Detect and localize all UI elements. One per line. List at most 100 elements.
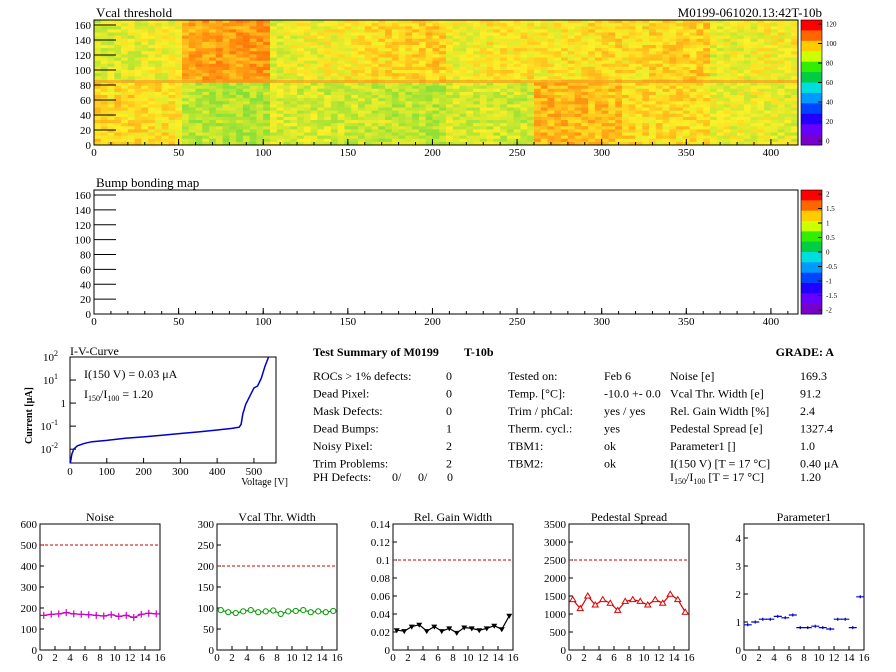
heatmap-cell	[703, 95, 711, 99]
heatmap-cell	[723, 57, 731, 62]
heatmap-cell	[249, 73, 257, 77]
heatmap-cell	[615, 98, 623, 102]
heatmap-cell	[770, 135, 779, 140]
heatmap-cell	[649, 104, 657, 108]
heatmap-cell	[114, 138, 122, 143]
heatmap-cell	[554, 123, 562, 127]
heatmap-cell	[689, 88, 697, 93]
heatmap-cell	[540, 57, 548, 62]
heatmap-cell	[249, 51, 257, 55]
heatmap-cell	[276, 82, 284, 87]
heatmap-cell	[188, 135, 196, 140]
y-tick-label: 0	[385, 645, 391, 657]
heatmap-cell	[276, 129, 284, 133]
heatmap-cell	[100, 70, 108, 74]
x-tick-label: 250	[509, 147, 526, 159]
heatmap-cell	[317, 51, 325, 55]
heatmap-cell	[554, 91, 562, 96]
heatmap-cell	[466, 76, 474, 80]
heatmap-cell	[175, 85, 183, 90]
heatmap-cell	[344, 45, 352, 49]
heatmap-cell	[154, 45, 163, 49]
heatmap-cell	[649, 85, 657, 90]
x-tick-label: 0	[741, 652, 747, 664]
heatmap-cell	[500, 98, 508, 102]
colorbar-band	[801, 113, 822, 117]
data-point	[152, 610, 160, 618]
heatmap-cell	[283, 120, 291, 124]
heatmap-cell	[513, 110, 521, 115]
heatmap-cell	[574, 113, 582, 118]
colorbar-band	[801, 25, 822, 29]
heatmap-cell	[703, 85, 711, 90]
heatmap-cell	[215, 120, 224, 124]
heatmap-cell	[182, 123, 190, 127]
heatmap-cell	[615, 51, 623, 55]
heatmap-cell	[161, 88, 169, 93]
heatmap-cell	[601, 104, 609, 108]
heatmap-cell	[236, 63, 244, 68]
heatmap-cell	[324, 101, 332, 105]
heatmap-cell	[486, 48, 494, 52]
heatmap-cell	[737, 41, 745, 46]
heatmap-cell	[371, 32, 379, 37]
heatmap-cell	[330, 41, 339, 46]
heatmap-cell	[100, 141, 108, 146]
heatmap-cell	[127, 129, 136, 133]
heatmap-cell	[716, 38, 724, 43]
data-point	[476, 628, 483, 634]
heatmap-cell	[364, 63, 372, 68]
data-point	[431, 624, 438, 630]
heatmap-cell	[473, 23, 481, 27]
x-tick-label: 12	[478, 652, 489, 664]
heatmap-cell	[344, 35, 352, 40]
heatmap-cell	[689, 60, 697, 65]
heatmap-cell	[730, 129, 738, 133]
heatmap-cell	[121, 132, 129, 137]
heatmap-cell	[540, 48, 548, 52]
heatmap-cell	[310, 88, 318, 93]
heatmap-cell	[493, 35, 501, 40]
heatmap-cell	[466, 70, 474, 74]
heatmap-cell	[121, 51, 129, 55]
heatmap-cell	[750, 91, 758, 96]
heatmap-cell	[622, 57, 630, 62]
heatmap-cell	[520, 85, 528, 90]
heatmap-cell	[263, 116, 271, 121]
heatmap-cell	[757, 23, 765, 27]
heatmap-cell	[317, 26, 325, 30]
heatmap-cell	[513, 98, 521, 102]
heatmap-cell	[297, 70, 305, 74]
heatmap-cell	[567, 23, 576, 27]
heatmap-cell	[222, 29, 230, 33]
heatmap-cell	[154, 48, 163, 52]
heatmap-cell	[242, 113, 251, 118]
heatmap-cell	[493, 107, 501, 112]
heatmap-cell	[236, 98, 244, 102]
heatmap-cell	[716, 63, 724, 68]
heatmap-cell	[378, 70, 386, 74]
heatmap-cell	[263, 129, 271, 133]
heatmap-cell	[513, 123, 521, 127]
heatmap-cell	[567, 132, 576, 137]
heatmap-cell	[432, 26, 440, 30]
heatmap-cell	[94, 91, 102, 96]
heatmap-cell	[114, 66, 122, 71]
heatmap-cell	[337, 91, 345, 96]
heatmap-cell	[94, 60, 102, 65]
heatmap-cell	[770, 57, 779, 62]
heatmap-cell	[452, 110, 460, 115]
heatmap-cell	[364, 138, 372, 143]
heatmap-cell	[297, 88, 305, 93]
heatmap-cell	[405, 66, 413, 71]
heatmap-cell	[249, 123, 257, 127]
heatmap-cell	[290, 38, 298, 43]
heatmap-cell	[479, 107, 488, 112]
heatmap-cell	[730, 73, 738, 77]
heatmap-cell	[358, 123, 366, 127]
heatmap-cell	[168, 51, 176, 55]
heatmap-cell	[547, 126, 555, 130]
heatmap-cell	[710, 116, 718, 121]
heatmap-cell	[500, 57, 508, 62]
heatmap-cell	[486, 91, 494, 96]
